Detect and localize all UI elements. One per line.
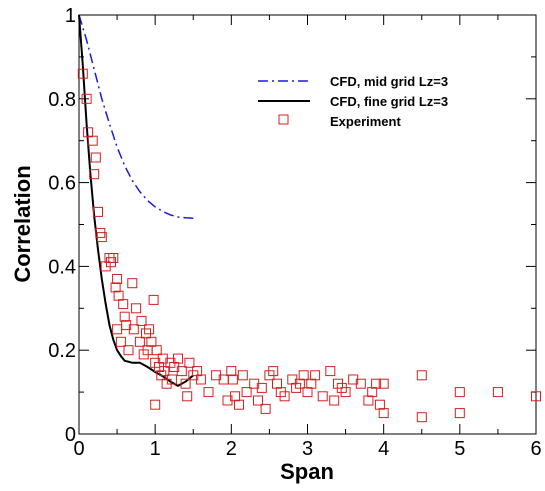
y-axis-title: Correlation — [10, 165, 35, 282]
x-tick-label: 1 — [150, 438, 161, 460]
y-tick-label: 0.6 — [48, 173, 76, 195]
experiment-point — [113, 290, 124, 301]
axis-ticks — [78, 14, 537, 435]
x-tick-label: 3 — [302, 438, 313, 460]
experiment-point — [115, 336, 126, 347]
legend-swatch-experiment — [278, 114, 289, 125]
experiment-point — [325, 366, 336, 377]
experiment-point — [306, 378, 317, 389]
experiment-point — [128, 324, 139, 335]
experiment-point — [110, 282, 121, 293]
experiment-point — [144, 324, 155, 335]
experiment-point — [150, 399, 161, 410]
experiment-point — [184, 357, 195, 368]
experiment-point — [176, 366, 187, 377]
experiment-point — [260, 403, 271, 414]
experiment-point — [298, 370, 309, 381]
experiment-point — [118, 299, 129, 310]
experiment-point — [134, 336, 145, 347]
experiment-point — [355, 378, 366, 389]
experiment-point — [77, 68, 88, 79]
experiment-point — [237, 370, 248, 381]
experiment-point — [127, 278, 138, 289]
experiment-point — [192, 366, 203, 377]
experiment-point — [416, 412, 427, 423]
experiment-point — [253, 395, 263, 406]
experiment-point — [87, 135, 98, 146]
experiment-point — [159, 366, 170, 377]
experiment-point — [173, 353, 183, 364]
experiment-point — [531, 391, 541, 402]
experiment-point — [302, 387, 313, 398]
x-tick-label: 2 — [226, 438, 237, 460]
experiment-point — [294, 378, 305, 389]
experiment-point — [272, 378, 282, 389]
experiment-point — [182, 391, 193, 402]
experiment-point — [268, 366, 279, 377]
experiment-point — [136, 315, 147, 326]
experiment-point — [166, 374, 177, 385]
legend-label-experiment: Experiment — [330, 114, 401, 129]
experiment-point — [310, 370, 321, 381]
experiment-point — [454, 408, 465, 419]
x-tick-label: 0 — [73, 438, 84, 460]
series-layer — [77, 14, 541, 423]
experiment-point — [151, 345, 162, 356]
experiment-point — [203, 387, 214, 398]
x-tick-label: 5 — [454, 438, 465, 460]
experiment-point — [363, 395, 374, 406]
experiment-point — [340, 387, 351, 398]
legend-label-mid-grid: CFD, mid grid Lz=3 — [330, 74, 448, 89]
y-tick-label: 0.4 — [48, 256, 76, 278]
experiment-point — [256, 382, 267, 393]
experiment-point — [241, 387, 252, 398]
experiment-point — [112, 274, 123, 284]
experiment-point — [96, 232, 107, 243]
experiment-point — [378, 408, 389, 419]
legend: CFD, mid grid Lz=3 CFD, fine grid Lz=3 E… — [258, 74, 448, 129]
y-tick-label: 0.2 — [48, 340, 76, 362]
y-tick-label: 1 — [65, 5, 76, 27]
experiment-point — [123, 345, 134, 356]
experiment-point — [112, 324, 123, 335]
experiment-point — [279, 391, 290, 402]
experiment-point — [89, 169, 100, 180]
x-tick-label: 4 — [378, 438, 389, 460]
experiment-point — [492, 387, 503, 398]
experiment-point — [416, 370, 427, 381]
legend-label-fine-grid: CFD, fine grid Lz=3 — [330, 94, 448, 109]
axis-tick-labels: 0 1 2 3 4 5 6 0 0.2 0.4 0.6 0.8 1 — [48, 5, 541, 460]
experiment-point — [93, 206, 103, 217]
y-tick-label: 0 — [65, 424, 76, 446]
experiment-point — [317, 391, 328, 402]
x-axis-title: Span — [280, 459, 334, 484]
y-tick-label: 0.8 — [48, 89, 76, 111]
experiment-point — [454, 387, 465, 398]
experiment-point — [108, 253, 119, 263]
experiment-point — [90, 152, 101, 163]
experiment-point — [180, 378, 191, 389]
experiment-point — [378, 378, 389, 389]
experiment-point — [367, 387, 378, 398]
experiment-point — [227, 374, 238, 385]
experiment-point — [329, 395, 340, 406]
experiment-point — [131, 303, 142, 314]
experiment-point — [195, 374, 206, 385]
experiment-point — [230, 391, 241, 402]
experiment-point — [374, 399, 385, 410]
experiment-point — [226, 366, 237, 377]
experiment-point — [148, 294, 159, 305]
experiment-markers — [77, 68, 541, 423]
experiment-point — [146, 336, 157, 347]
experiment-point — [371, 378, 382, 389]
experiment-point — [119, 311, 130, 322]
x-tick-label: 6 — [530, 438, 541, 460]
series-line-1 — [78, 14, 194, 387]
experiment-point — [234, 399, 244, 410]
experiment-point — [81, 93, 92, 104]
series-line-0 — [78, 14, 194, 219]
